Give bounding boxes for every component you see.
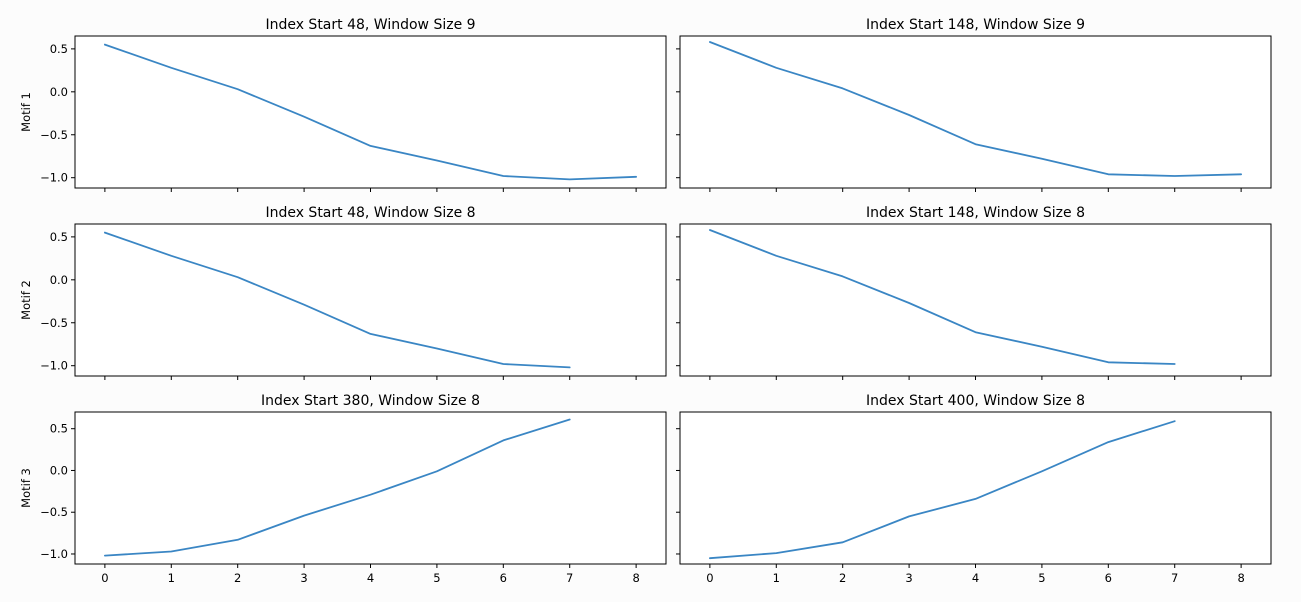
series-line — [104, 231, 571, 369]
y-axis-label: Motif 2 — [19, 280, 33, 320]
x-tick-label: 2 — [234, 571, 241, 585]
subplot-title: Index Start 48, Window Size 8 — [265, 205, 475, 221]
x-tick-label: 3 — [300, 571, 307, 585]
subplot-1: Index Start 48, Window Size 9 0.5 0.0 −0.5 −… — [19, 17, 667, 192]
series-line — [709, 229, 1176, 365]
series-line — [104, 43, 637, 181]
x-tick-label: 1 — [168, 571, 175, 585]
plot-frame — [679, 411, 1272, 565]
y-tick-label: −0.5 — [40, 316, 68, 330]
subplot-4: Index Start 148, Window Size 8 — [676, 205, 1272, 380]
series-line — [709, 420, 1176, 560]
series-line — [104, 418, 571, 557]
subplot-title: Index Start 48, Window Size 9 — [265, 17, 475, 33]
x-tick-label: 5 — [1038, 571, 1045, 585]
x-tick-label: 0 — [706, 571, 713, 585]
subplot-6: Index Start 400, Window Size 8 0 1 2 3 4 5 6 7 8 — [676, 393, 1272, 585]
y-tick-label: 0.5 — [50, 42, 68, 56]
x-tick-label: 1 — [773, 571, 780, 585]
plot-frame — [74, 35, 667, 189]
x-tick-label: 0 — [101, 571, 108, 585]
subplot-title: Index Start 380, Window Size 8 — [261, 393, 480, 409]
y-tick-label: 0.0 — [50, 273, 68, 287]
x-tick-label: 7 — [1171, 571, 1178, 585]
y-tick-label: −1.0 — [40, 547, 68, 561]
y-tick-label: −1.0 — [40, 359, 68, 373]
subplot-3: Index Start 48, Window Size 8 0.5 0.0 −0.5 −… — [19, 205, 667, 380]
plot-frame — [679, 35, 1272, 189]
x-tick-label: 4 — [972, 571, 979, 585]
x-tick-label: 3 — [905, 571, 912, 585]
y-tick-label: −1.0 — [40, 171, 68, 185]
subplot-title: Index Start 148, Window Size 8 — [866, 205, 1085, 221]
subplot-2: Index Start 148, Window Size 9 — [676, 17, 1272, 192]
y-axis-label: Motif 1 — [19, 92, 33, 132]
y-tick-label: 0.5 — [50, 422, 68, 436]
y-axis-label: Motif 3 — [19, 468, 33, 508]
x-tick-label: 2 — [839, 571, 846, 585]
y-tick-label: 0.0 — [50, 85, 68, 99]
subplot-5: Index Start 380, Window Size 8 0.5 0.0 −0.5… — [19, 393, 667, 585]
x-tick-label: 8 — [632, 571, 639, 585]
y-tick-label: 0.5 — [50, 230, 68, 244]
x-tick-label: 6 — [500, 571, 507, 585]
x-tick-label: 4 — [367, 571, 374, 585]
subplot-title: Index Start 148, Window Size 9 — [866, 17, 1085, 33]
y-tick-label: 0.0 — [50, 463, 68, 477]
x-tick-label: 5 — [433, 571, 440, 585]
subplot-title: Index Start 400, Window Size 8 — [866, 393, 1085, 409]
y-tick-label: −0.5 — [40, 505, 68, 519]
y-tick-label: −0.5 — [40, 128, 68, 142]
plot-frame — [74, 411, 667, 565]
x-tick-label: 7 — [566, 571, 573, 585]
plot-frame — [74, 223, 667, 377]
series-line — [709, 41, 1242, 177]
x-tick-label: 6 — [1105, 571, 1112, 585]
x-tick-label: 8 — [1237, 571, 1244, 585]
plot-frame — [679, 223, 1272, 377]
